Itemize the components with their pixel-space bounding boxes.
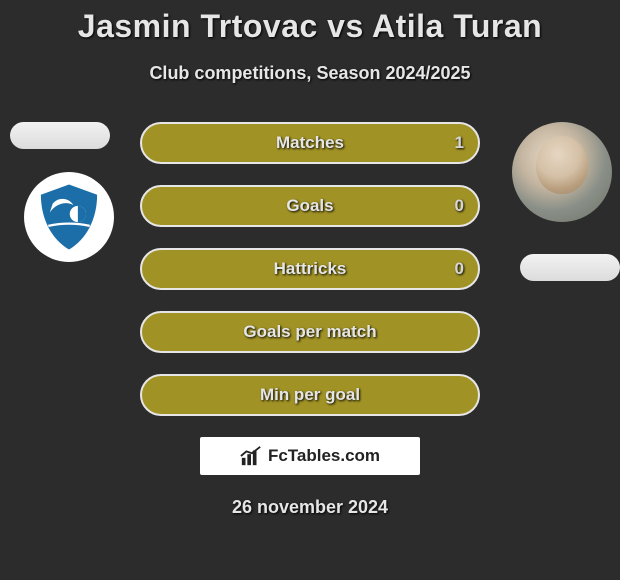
- stat-label: Goals per match: [243, 313, 376, 351]
- stat-label: Matches: [276, 124, 344, 162]
- footer-date: 26 november 2024: [0, 497, 620, 518]
- stat-row: Goals 0: [140, 185, 480, 227]
- stat-right-value: 0: [455, 187, 464, 225]
- stat-row: Min per goal: [140, 374, 480, 416]
- shield-icon: [32, 180, 106, 254]
- branding-text: FcTables.com: [268, 446, 380, 466]
- left-chip: [10, 122, 110, 149]
- stat-label: Hattricks: [274, 250, 347, 288]
- club-badge-left: [24, 172, 114, 262]
- subtitle: Club competitions, Season 2024/2025: [0, 63, 620, 84]
- stat-label: Min per goal: [260, 376, 360, 414]
- right-chip: [520, 254, 620, 281]
- stat-right-value: 1: [455, 124, 464, 162]
- stat-row: Goals per match: [140, 311, 480, 353]
- stat-row: Matches 1: [140, 122, 480, 164]
- stat-label: Goals: [286, 187, 333, 225]
- avatar-right: [512, 122, 612, 222]
- stat-row: Hattricks 0: [140, 248, 480, 290]
- branding-badge: FcTables.com: [200, 437, 420, 475]
- page-title: Jasmin Trtovac vs Atila Turan: [0, 0, 620, 45]
- stat-right-value: 0: [455, 250, 464, 288]
- bar-chart-icon: [240, 445, 262, 467]
- comparison-panel: Matches 1 Goals 0 Hattricks 0 Goals per match M…: [0, 122, 620, 416]
